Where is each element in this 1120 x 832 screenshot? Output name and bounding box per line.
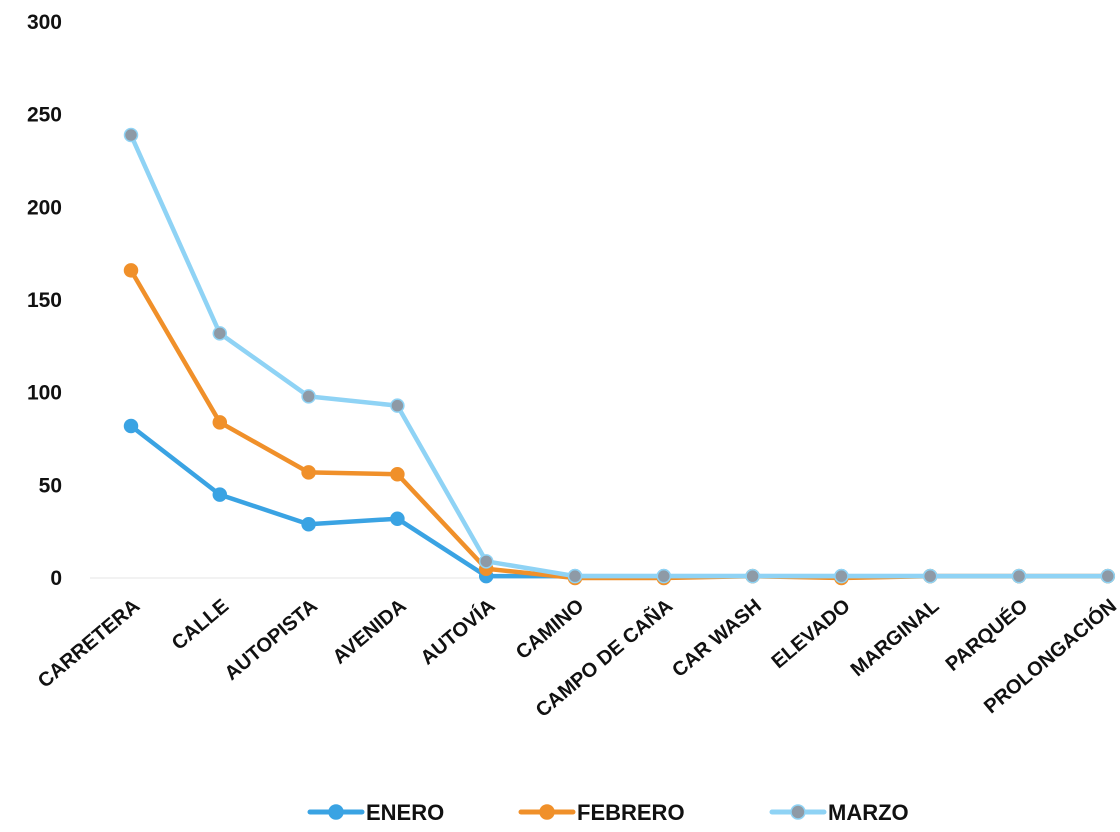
data-point — [390, 511, 405, 526]
legend-swatch-marker — [539, 804, 555, 820]
data-point — [301, 517, 316, 532]
x-tick-label: MARGINAL — [847, 595, 944, 681]
legend: ENERO FEBRERO MARZO — [307, 800, 909, 825]
data-point — [390, 466, 405, 482]
data-point — [123, 418, 139, 434]
series-line — [128, 268, 1111, 581]
y-tick-label: 150 — [27, 289, 62, 312]
x-tick-label: AVENIDA — [329, 595, 411, 669]
series-layer — [123, 127, 1116, 586]
legend-swatch-marker — [328, 804, 344, 820]
y-axis: 0 50 100 150 200 250 300 — [27, 11, 62, 590]
data-point — [212, 415, 228, 430]
data-point — [745, 568, 760, 584]
y-tick-label: 250 — [27, 104, 62, 127]
legend-item: ENERO — [307, 800, 444, 825]
y-tick-label: 200 — [27, 196, 62, 219]
data-point — [1011, 568, 1027, 584]
data-point — [567, 568, 583, 584]
data-point — [390, 398, 405, 413]
x-tick-label: CAR WASH — [668, 595, 766, 682]
x-tick-label: ELEVADO — [768, 595, 855, 673]
y-tick-label: 100 — [27, 382, 62, 405]
y-tick-label: 0 — [50, 567, 62, 590]
x-tick-label: CARRETERA — [34, 595, 144, 693]
data-point — [834, 568, 849, 584]
series-febrero — [123, 263, 1116, 586]
data-point — [478, 554, 494, 569]
series-enero — [123, 418, 1116, 584]
x-tick-label: CAMINO — [512, 595, 588, 664]
legend-item: MARZO — [769, 800, 909, 825]
data-point — [301, 465, 316, 480]
series-line — [128, 423, 1111, 579]
x-tick-label: AUTOPISTA — [221, 595, 322, 685]
series-line — [128, 132, 1111, 579]
legend-label: ENERO — [366, 800, 444, 825]
data-point — [301, 389, 316, 404]
legend-item: FEBRERO — [518, 800, 685, 825]
data-point — [123, 127, 139, 143]
data-point — [1100, 568, 1116, 584]
data-point — [212, 487, 228, 502]
legend-label: MARZO — [828, 800, 909, 825]
data-point — [123, 263, 139, 278]
y-tick-label: 300 — [27, 11, 62, 34]
x-tick-label: AUTOVÍA — [416, 594, 499, 669]
legend-label: FEBRERO — [577, 800, 685, 825]
y-tick-label: 50 — [39, 474, 62, 497]
legend-swatch-marker — [790, 804, 806, 820]
data-point — [922, 568, 938, 584]
x-tick-label: PARQUÉO — [941, 594, 1032, 676]
series-marzo — [123, 127, 1116, 584]
x-tick-label: CALLE — [168, 595, 233, 655]
data-point — [656, 568, 672, 584]
data-point — [212, 326, 228, 341]
